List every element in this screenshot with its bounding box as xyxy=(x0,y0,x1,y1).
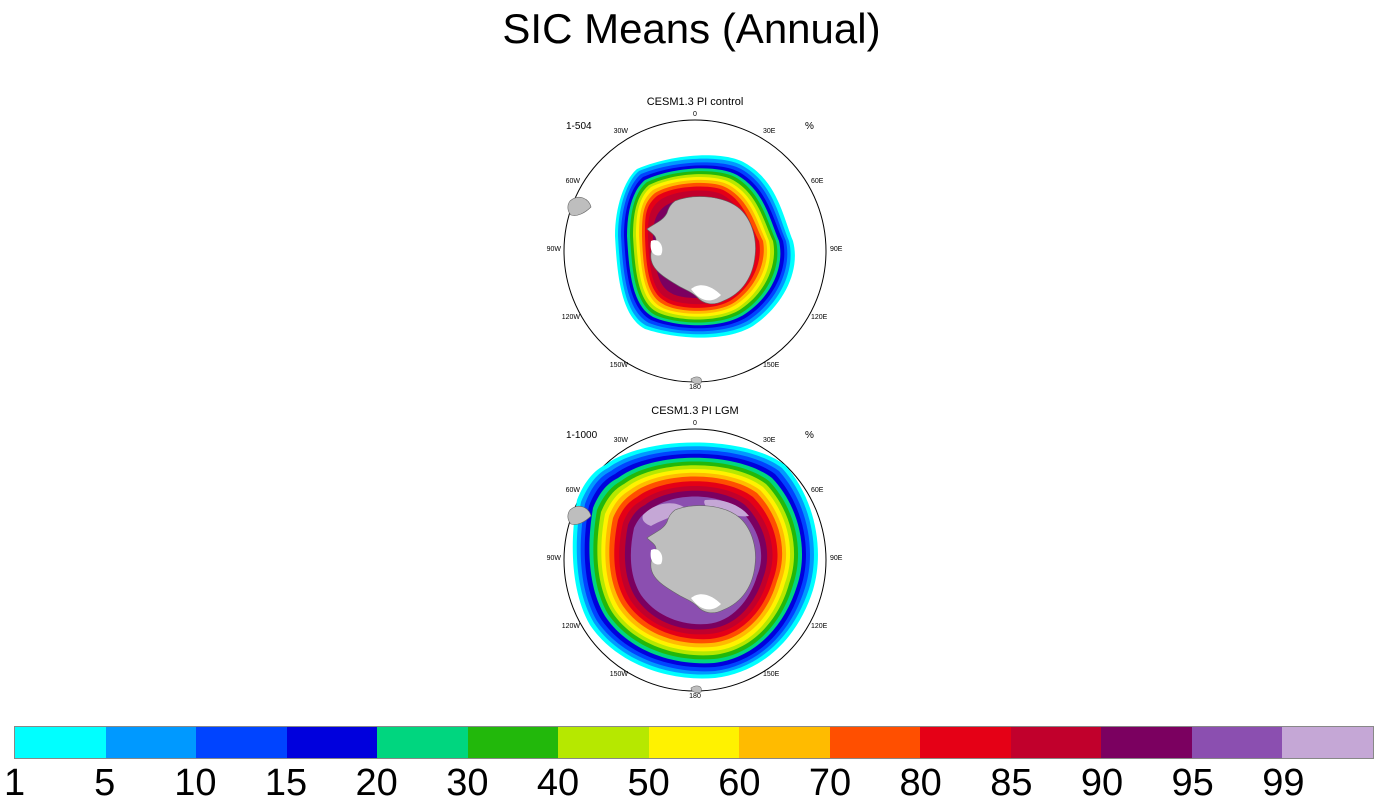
longitude-label: 150E xyxy=(763,671,780,678)
longitude-label: 150W xyxy=(610,362,629,369)
colorbar-swatch xyxy=(829,727,921,758)
colorbar-tick-label: 70 xyxy=(808,762,852,804)
figure-title: SIC Means (Annual) xyxy=(502,5,881,52)
colorbar-tick-label: 80 xyxy=(899,762,942,804)
longitude-label: 90W xyxy=(547,246,562,253)
colorbar-tick-label: 10 xyxy=(174,762,217,804)
polar-map-pi-control: 0 30E 60E 90E 120E 150E 180 150W 120W 90… xyxy=(547,111,843,391)
colorbar-tick-label: 85 xyxy=(990,762,1033,804)
ice-shelf xyxy=(691,285,721,301)
panel-units-label: % xyxy=(805,430,814,441)
colorbar-swatch xyxy=(196,727,287,758)
colorbar xyxy=(14,726,1374,759)
longitude-label: 30W xyxy=(614,128,629,135)
colorbar-tick-label: 95 xyxy=(1171,762,1214,804)
colorbar-swatch xyxy=(15,727,106,758)
longitude-label: 120E xyxy=(811,623,828,630)
longitude-label: 0 xyxy=(693,420,697,427)
colorbar-tick-label: 1 xyxy=(4,762,26,804)
longitude-label: 150W xyxy=(610,671,629,678)
longitude-label: 60W xyxy=(566,178,581,185)
longitude-label: 120W xyxy=(562,623,581,630)
south-america-landmass xyxy=(567,196,592,216)
antarctica-landmass xyxy=(646,505,756,614)
longitude-label: 30W xyxy=(614,437,629,444)
colorbar-swatch xyxy=(739,727,830,758)
map-globe xyxy=(563,428,827,694)
island-landmass xyxy=(690,376,702,385)
colorbar-tick-label: 15 xyxy=(264,762,308,804)
longitude-label: 90E xyxy=(830,246,843,253)
ice-shelf xyxy=(691,594,721,610)
colorbar-tick-label: 99 xyxy=(1262,762,1305,804)
colorbar-tick-label: 60 xyxy=(718,762,761,804)
colorbar-swatch xyxy=(1282,727,1373,758)
panel-years-label: 1-504 xyxy=(566,121,592,132)
colorbar-swatch xyxy=(1010,727,1102,758)
map-panel-pi-control: CESM1.3 PI control 1-504 % xyxy=(540,96,860,396)
longitude-label: 30E xyxy=(763,128,776,135)
colorbar-swatch xyxy=(467,727,559,758)
longitude-label: 90E xyxy=(830,555,843,562)
longitude-label: 0 xyxy=(693,111,697,118)
colorbar-swatch xyxy=(648,727,740,758)
colorbar-swatch xyxy=(286,727,378,758)
colorbar-swatch xyxy=(1101,727,1192,758)
panel-years-label: 1-1000 xyxy=(566,430,598,441)
polar-map-pi-lgm: 0 30E 60E 90E 120E 150E 180 150W 120W 90… xyxy=(547,420,843,700)
colorbar-tick-label: 30 xyxy=(446,762,489,804)
map-panel-pi-lgm: CESM1.3 PI LGM 1-1000 % xyxy=(540,405,860,705)
longitude-label: 120E xyxy=(811,314,828,321)
longitude-label: 120W xyxy=(562,314,581,321)
colorbar-tick-label: 20 xyxy=(355,762,398,804)
longitude-label: 180 xyxy=(689,384,701,391)
south-america-landmass xyxy=(567,505,592,525)
antarctica-landmass xyxy=(646,196,756,305)
longitude-label: 60W xyxy=(566,487,581,494)
island-landmass xyxy=(690,685,702,694)
sic-band-99 xyxy=(642,503,685,526)
ice-shelf xyxy=(650,240,663,256)
colorbar-swatch xyxy=(558,727,649,758)
colorbar-swatch xyxy=(377,727,468,758)
longitude-label: 150E xyxy=(763,362,780,369)
longitude-label: 60E xyxy=(811,178,824,185)
ice-shelf xyxy=(650,549,663,565)
panel-title: CESM1.3 PI LGM xyxy=(651,405,739,417)
colorbar-swatch xyxy=(105,727,197,758)
colorbar-swatch xyxy=(1191,727,1283,758)
colorbar-tick-label: 90 xyxy=(1080,762,1124,804)
panel-units-label: % xyxy=(805,121,814,132)
sic-band-99 xyxy=(704,499,749,517)
map-globe xyxy=(563,119,827,385)
longitude-label: 60E xyxy=(811,487,824,494)
colorbar-swatch xyxy=(920,727,1011,758)
longitude-label: 90W xyxy=(547,555,562,562)
colorbar-tick-label: 50 xyxy=(627,762,670,804)
panel-title: CESM1.3 PI control xyxy=(646,96,744,108)
longitude-label: 180 xyxy=(689,693,701,700)
longitude-label: 30E xyxy=(763,437,776,444)
colorbar-tick-label: 5 xyxy=(94,762,116,804)
colorbar-tick-label: 40 xyxy=(536,762,580,804)
